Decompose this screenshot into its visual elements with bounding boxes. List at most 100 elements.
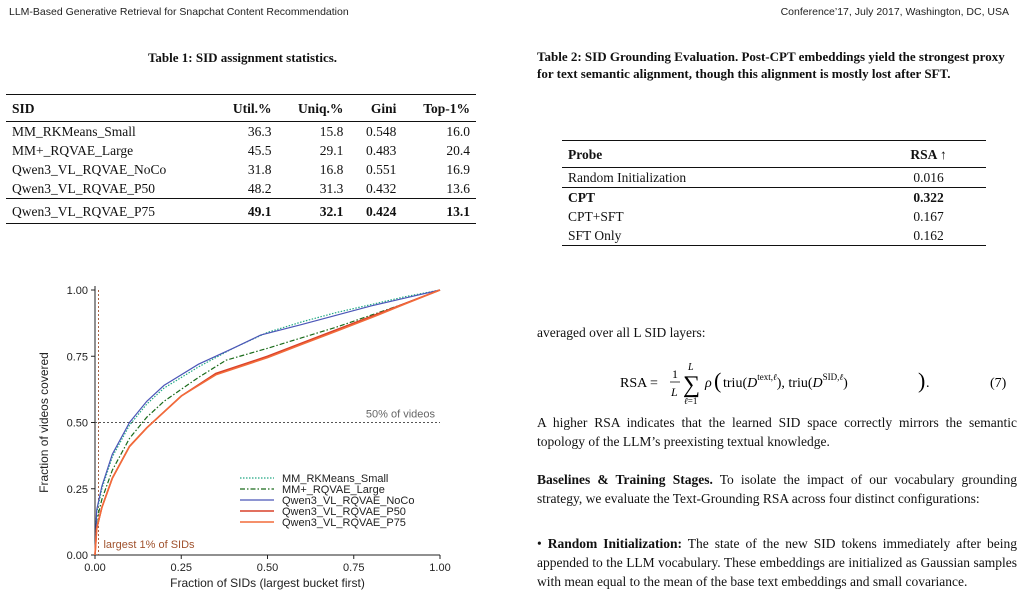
sid-name: Qwen3_VL_RQVAE_P50 bbox=[12, 181, 156, 196]
table-row: MM+_RQVAE_Large 45.5 29.1 0.483 20.4 bbox=[6, 141, 476, 160]
equation-number: (7) bbox=[990, 376, 1007, 391]
series-line-0 bbox=[94, 289, 441, 556]
legend-label-0: MM_RKMeans_Small bbox=[282, 473, 388, 485]
gini-value: 0.432 bbox=[366, 181, 397, 196]
baselines-paragraph: Baselines & Training Stages. To isolate … bbox=[537, 470, 1017, 508]
svg-text:RSA =: RSA = bbox=[620, 376, 658, 391]
header-conference: Conference’17, July 2017, Washington, DC… bbox=[780, 6, 1009, 18]
table-row: Random Initialization 0.016 bbox=[562, 168, 986, 188]
rsa-explanation: A higher RSA indicates that the learned … bbox=[537, 415, 1017, 449]
sid-name: Qwen3_VL_RQVAE_P75 bbox=[6, 198, 215, 224]
svg-text:1: 1 bbox=[672, 367, 678, 381]
svg-text:): ) bbox=[918, 368, 925, 393]
svg-text:triu(Dtext,ℓ), triu(DSID,ℓ): triu(Dtext,ℓ), triu(DSID,ℓ) bbox=[723, 372, 848, 391]
legend-label-2: Qwen3_VL_RQVAE_NoCo bbox=[282, 495, 414, 507]
table2-col-probe: Probe bbox=[562, 140, 872, 168]
uniq-value: 15.8 bbox=[319, 124, 344, 139]
rsa-value: 0.162 bbox=[871, 226, 986, 246]
top1-value: 13.6 bbox=[446, 181, 470, 196]
baselines-body: To isolate the impact of our vocabulary … bbox=[537, 472, 1017, 506]
rsa-value: 0.016 bbox=[913, 170, 944, 185]
averaged-line: averaged over all L SID layers: bbox=[537, 325, 706, 340]
rsa-equation: RSA = 1 L L ∑ ℓ=1 ρ ( triu(Dtext,ℓ), tri… bbox=[620, 362, 1007, 406]
table-row-best: Qwen3_VL_RQVAE_P75 49.1 32.1 0.424 13.1 bbox=[6, 198, 476, 224]
gini-value: 0.424 bbox=[349, 198, 403, 224]
legend-label-4: Qwen3_VL_RQVAE_P75 bbox=[282, 517, 406, 529]
table2-col-rsa: RSA ↑ bbox=[871, 140, 986, 168]
table2: Probe RSA ↑ Random Initialization 0.016 … bbox=[562, 140, 986, 246]
legend-label-1: MM+_RQVAE_Large bbox=[282, 484, 385, 496]
uniq-value: 31.3 bbox=[319, 181, 344, 196]
table1-col-top1: Top-1% bbox=[402, 94, 476, 122]
table1-caption: Table 1: SID assignment statistics. bbox=[147, 50, 338, 65]
x-tick-label: 0.00 bbox=[84, 562, 105, 574]
svg-text:∑: ∑ bbox=[683, 372, 700, 398]
table1-col-sid: SID bbox=[6, 94, 215, 122]
y-axis-label: Fraction of videos covered bbox=[37, 352, 51, 493]
probe-name: CPT+SFT bbox=[568, 209, 624, 224]
top1-value: 16.9 bbox=[446, 162, 470, 177]
svg-text:L: L bbox=[687, 362, 694, 373]
top1-value: 20.4 bbox=[446, 143, 470, 158]
bullet-icon: • bbox=[537, 536, 548, 551]
rsa-value: 0.322 bbox=[871, 187, 986, 207]
y-tick-label: 0.00 bbox=[67, 550, 88, 562]
y-tick-label: 0.50 bbox=[67, 418, 88, 430]
table1-col-gini: Gini bbox=[349, 94, 403, 122]
gini-value: 0.548 bbox=[366, 124, 397, 139]
table-row: MM_RKMeans_Small 36.3 15.8 0.548 16.0 bbox=[6, 122, 476, 142]
baselines-heading: Baselines & Training Stages. bbox=[537, 472, 713, 487]
svg-text:L: L bbox=[670, 385, 678, 399]
table1-col-uniq: Uniq.% bbox=[277, 94, 350, 122]
x-tick-label: 0.75 bbox=[343, 562, 364, 574]
top-sids-label: largest 1% of SIDs bbox=[103, 539, 195, 551]
y-tick-label: 0.75 bbox=[67, 351, 88, 363]
svg-text:ρ: ρ bbox=[704, 376, 712, 391]
y-tick-label: 1.00 bbox=[67, 285, 88, 297]
util-value: 45.5 bbox=[247, 143, 272, 158]
table-row-best: CPT 0.322 bbox=[562, 187, 986, 207]
sid-name: MM_RKMeans_Small bbox=[12, 124, 136, 139]
table-row: Qwen3_VL_RQVAE_P50 48.2 31.3 0.432 13.6 bbox=[6, 179, 476, 199]
table1-header-row: SID Util.% Uniq.% Gini Top-1% bbox=[6, 94, 476, 122]
legend-label-3: Qwen3_VL_RQVAE_P50 bbox=[282, 506, 406, 518]
series-line-4 bbox=[94, 289, 441, 556]
uniq-value: 16.8 bbox=[319, 162, 344, 177]
bullet-term: Random Initialization: bbox=[547, 536, 683, 551]
table1-col-util: Util.% bbox=[214, 94, 278, 122]
half-videos-label: 50% of videos bbox=[366, 409, 436, 421]
util-value: 48.2 bbox=[247, 181, 272, 196]
probe-name: SFT Only bbox=[562, 226, 872, 246]
table-row: CPT+SFT 0.167 bbox=[562, 207, 986, 226]
y-tick-label: 0.25 bbox=[67, 484, 88, 496]
gini-value: 0.551 bbox=[366, 162, 397, 177]
x-tick-label: 1.00 bbox=[429, 562, 450, 574]
table-row: Qwen3_VL_RQVAE_NoCo 31.8 16.8 0.551 16.9 bbox=[6, 160, 476, 179]
top1-value: 16.0 bbox=[446, 124, 470, 139]
sid-name: Qwen3_VL_RQVAE_NoCo bbox=[12, 162, 167, 177]
bullet-random-init: • Random Initialization: The state of th… bbox=[537, 534, 1017, 591]
probe-name: Random Initialization bbox=[568, 170, 687, 185]
util-value: 31.8 bbox=[247, 162, 272, 177]
series-line-2 bbox=[94, 289, 441, 556]
table-row: SFT Only 0.162 bbox=[562, 226, 986, 246]
svg-text:ℓ=1: ℓ=1 bbox=[684, 396, 697, 406]
gini-value: 0.483 bbox=[366, 143, 397, 158]
rsa-value: 0.167 bbox=[913, 209, 944, 224]
bullet-body: The state of the new SID tokens immediat… bbox=[537, 536, 1017, 589]
svg-text:.: . bbox=[926, 376, 930, 391]
table1: SID Util.% Uniq.% Gini Top-1% MM_RKMeans… bbox=[6, 94, 476, 224]
table2-header-row: Probe RSA ↑ bbox=[562, 140, 986, 168]
series-line-1 bbox=[94, 289, 441, 556]
x-tick-label: 0.25 bbox=[171, 562, 192, 574]
sid-name: MM+_RQVAE_Large bbox=[12, 143, 134, 158]
util-value: 49.1 bbox=[214, 198, 278, 224]
util-value: 36.3 bbox=[247, 124, 272, 139]
svg-text:(: ( bbox=[714, 368, 721, 393]
uniq-value: 29.1 bbox=[319, 143, 344, 158]
top1-value: 13.1 bbox=[402, 198, 476, 224]
uniq-value: 32.1 bbox=[277, 198, 350, 224]
probe-name: CPT bbox=[562, 187, 872, 207]
header-paper-title: LLM-Based Generative Retrieval for Snapc… bbox=[9, 6, 349, 18]
x-tick-label: 0.50 bbox=[257, 562, 278, 574]
